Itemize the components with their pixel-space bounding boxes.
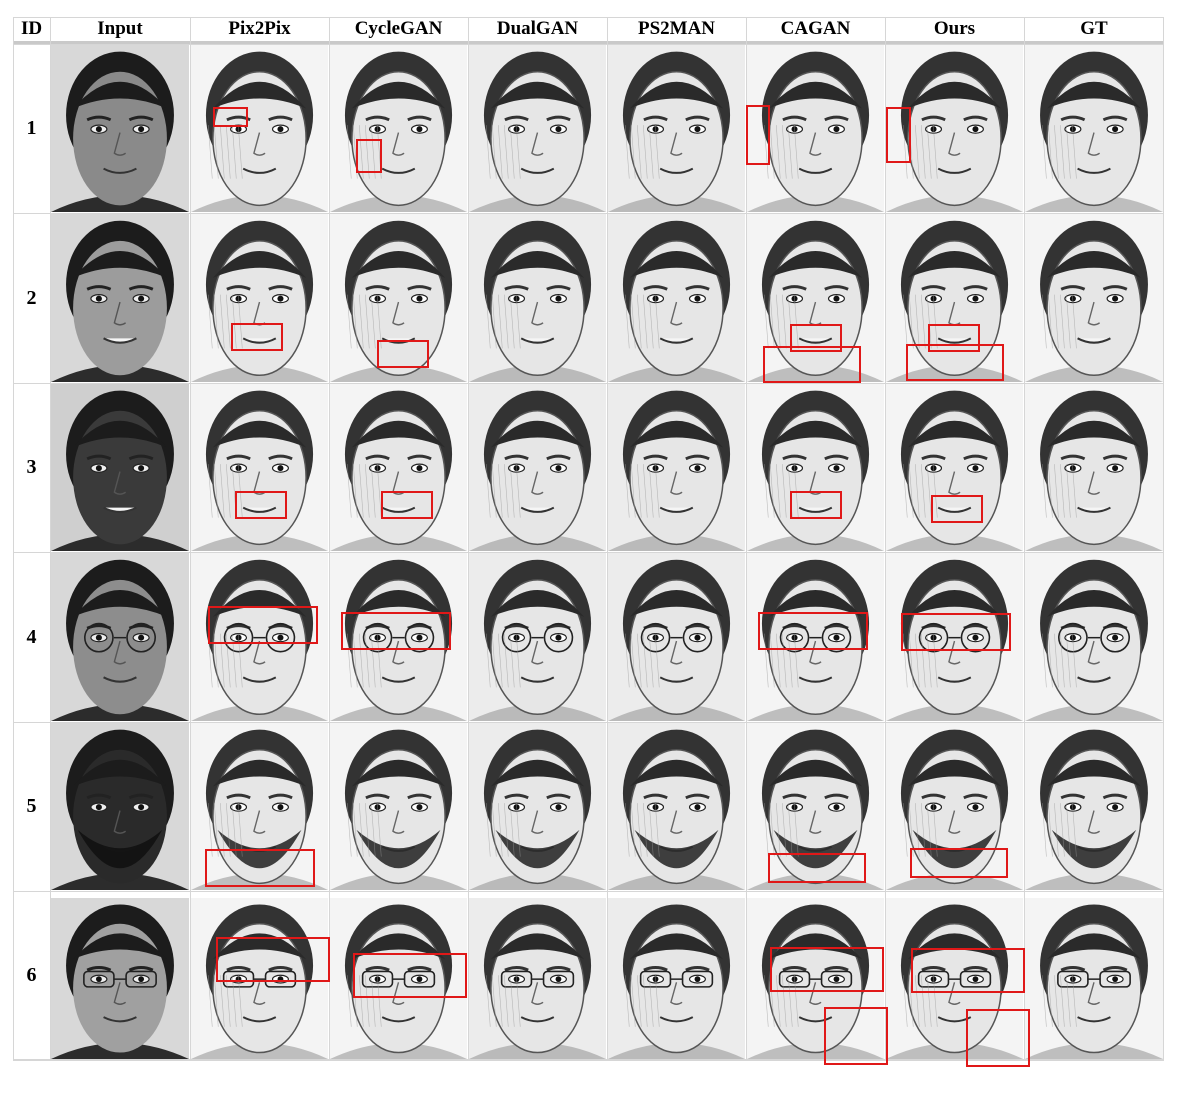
highlight-box-ours-row-6	[966, 1009, 1030, 1067]
highlight-box-cyclegan-row-6	[353, 953, 467, 998]
figure-border	[13, 17, 1164, 1060]
face-image-ps2man-row-4	[608, 553, 745, 721]
grid-divider	[50, 17, 51, 1060]
highlight-box-ours-row-4	[901, 613, 1011, 651]
highlight-box-ours-row-6	[911, 948, 1025, 993]
row-id-label: 4	[26, 625, 37, 648]
column-header-dualgan: DualGAN	[468, 17, 607, 44]
face-image-gt-row-2	[1025, 214, 1163, 382]
face-image-pix2pix-row-1	[191, 45, 328, 212]
face-image-input-row-5	[51, 723, 189, 890]
face-image-input-row-2	[51, 214, 189, 382]
grid-divider	[607, 17, 608, 1060]
face-image-ps2man-row-3	[608, 384, 745, 551]
grid-divider	[13, 552, 1164, 553]
face-image-gt-row-4	[1025, 553, 1163, 721]
face-image-cagan-row-3	[747, 384, 884, 551]
face-image-gt-row-5	[1025, 723, 1163, 890]
face-image-ps2man-row-6	[608, 898, 745, 1059]
face-image-input-row-1	[51, 45, 189, 212]
grid-divider	[13, 213, 1164, 214]
comparison-figure: ID Input Pix2Pix CycleGAN DualGAN PS2MAN CAGAN…	[13, 17, 1164, 1067]
highlight-box-pix2pix-row-4	[208, 606, 318, 644]
row-id-label: 5	[26, 795, 37, 817]
highlight-box-cagan-row-4	[758, 612, 868, 650]
face-image-dualgan-row-2	[469, 214, 606, 382]
face-image-gt-row-1	[1025, 45, 1163, 212]
column-header-pix2pix: Pix2Pix	[190, 17, 329, 44]
highlight-box-cyclegan-row-2	[377, 340, 429, 368]
face-image-cyclegan-row-1	[330, 45, 467, 212]
highlight-box-ours-row-2	[906, 344, 1004, 381]
face-image-ours-row-1	[886, 45, 1023, 212]
grid-divider	[13, 722, 1164, 723]
highlight-box-cagan-row-6	[824, 1007, 888, 1065]
grid-divider	[468, 17, 469, 1060]
grid-divider	[329, 17, 330, 1060]
face-image-ours-row-6	[886, 898, 1023, 1059]
face-image-dualgan-row-4	[469, 553, 606, 721]
column-header-cagan: CAGAN	[746, 17, 885, 44]
grid-divider	[190, 17, 191, 1060]
grid-divider	[13, 383, 1164, 384]
highlight-box-cyclegan-row-1	[356, 139, 382, 173]
face-image-ps2man-row-2	[608, 214, 745, 382]
row-id-label: 3	[26, 456, 37, 478]
highlight-box-ours-row-3	[931, 495, 983, 523]
highlight-box-pix2pix-row-5	[205, 849, 315, 887]
face-image-pix2pix-row-6	[191, 898, 328, 1059]
column-header-id: ID	[13, 17, 50, 44]
face-image-ours-row-2	[886, 214, 1023, 382]
face-image-pix2pix-row-2	[191, 214, 328, 382]
column-header-ours: Ours	[885, 17, 1024, 44]
face-image-pix2pix-row-4	[191, 553, 328, 721]
face-image-cyclegan-row-5	[330, 723, 467, 890]
highlight-box-pix2pix-row-3	[235, 491, 287, 519]
highlight-box-ours-row-1	[886, 107, 911, 163]
face-image-gt-row-3	[1025, 384, 1163, 551]
face-image-pix2pix-row-3	[191, 384, 328, 551]
highlight-box-cagan-row-1	[746, 105, 770, 165]
highlight-box-pix2pix-row-2	[231, 323, 283, 351]
grid-divider	[13, 891, 1164, 892]
grid-divider	[746, 17, 747, 1060]
row-id-label: 1	[26, 117, 37, 139]
column-header-cyclegan: CycleGAN	[329, 17, 468, 44]
column-header-input: Input	[50, 17, 190, 44]
face-image-input-row-3	[51, 384, 189, 551]
grid-divider	[1024, 17, 1025, 1060]
row-id-label: 6	[26, 964, 37, 986]
highlight-box-ours-row-2	[928, 324, 980, 352]
face-image-dualgan-row-6	[469, 898, 606, 1059]
column-header-ps2man: PS2MAN	[607, 17, 746, 44]
face-image-ours-row-3	[886, 384, 1023, 551]
face-image-gt-row-6	[1025, 898, 1163, 1059]
highlight-box-pix2pix-row-6	[216, 937, 330, 982]
grid-divider	[13, 44, 1164, 45]
highlight-box-ours-row-5	[910, 848, 1008, 878]
face-image-ps2man-row-5	[608, 723, 745, 890]
row-id-label: 2	[26, 286, 37, 309]
face-image-dualgan-row-1	[469, 45, 606, 212]
face-image-input-row-6	[51, 898, 189, 1059]
face-image-input-row-4	[51, 553, 189, 721]
highlight-box-pix2pix-row-1	[213, 107, 248, 127]
highlight-box-cagan-row-2	[790, 324, 842, 352]
face-image-ps2man-row-1	[608, 45, 745, 212]
face-image-dualgan-row-5	[469, 723, 606, 890]
highlight-box-cagan-row-6	[770, 947, 884, 992]
grid-divider	[885, 17, 886, 1060]
highlight-box-cagan-row-2	[763, 346, 861, 383]
column-header-gt: GT	[1024, 17, 1164, 44]
highlight-box-cyclegan-row-3	[381, 491, 433, 519]
face-image-cagan-row-6	[747, 898, 884, 1059]
highlight-box-cagan-row-5	[768, 853, 866, 883]
highlight-box-cagan-row-3	[790, 491, 842, 519]
highlight-box-cyclegan-row-4	[341, 612, 451, 650]
face-image-dualgan-row-3	[469, 384, 606, 551]
face-image-cyclegan-row-2	[330, 214, 467, 382]
face-image-cyclegan-row-3	[330, 384, 467, 551]
face-image-cagan-row-2	[747, 214, 884, 382]
grid-divider	[13, 1060, 1164, 1061]
